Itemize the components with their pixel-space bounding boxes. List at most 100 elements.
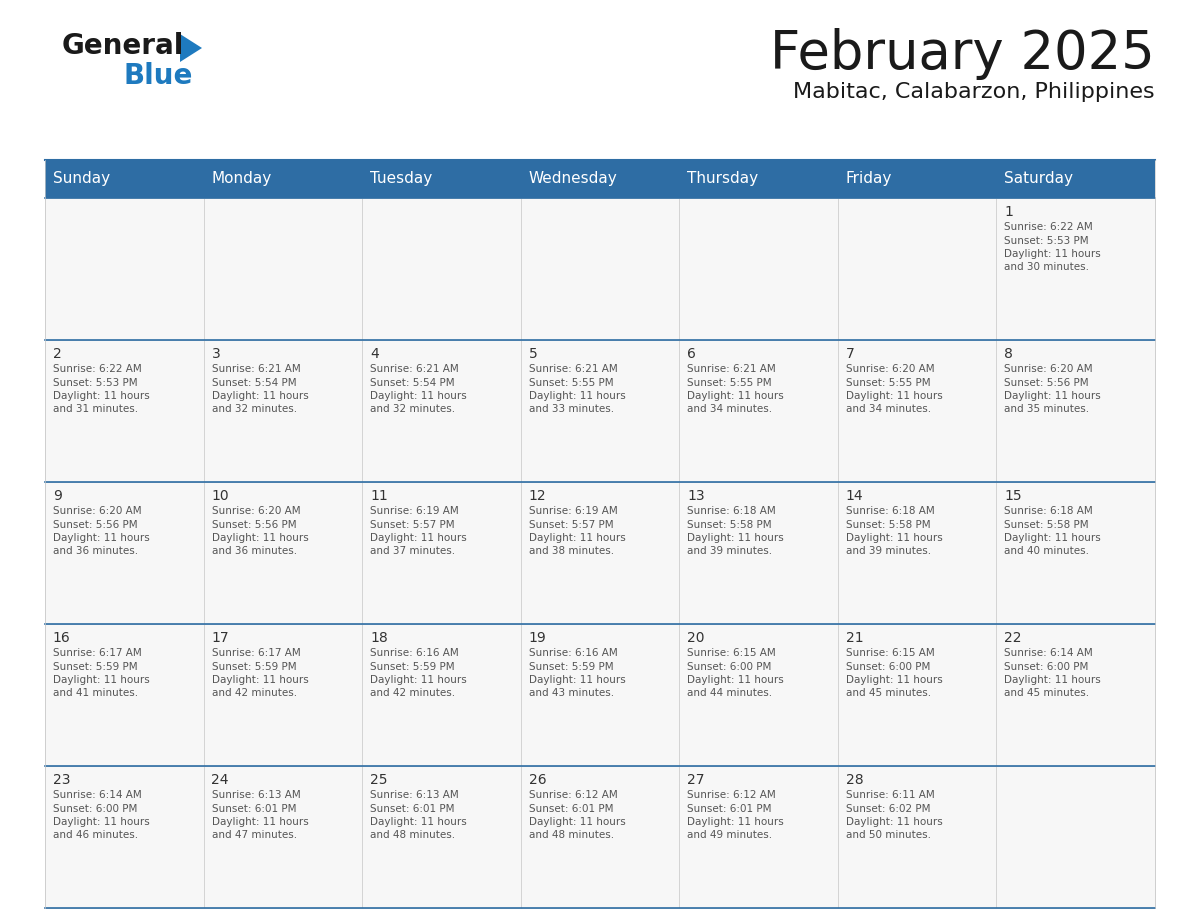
Bar — [997, 766, 1155, 908]
Text: Daylight: 11 hours: Daylight: 11 hours — [687, 675, 784, 685]
Text: and 46 minutes.: and 46 minutes. — [53, 831, 138, 841]
Text: 26: 26 — [529, 773, 546, 787]
Text: Sunrise: 6:14 AM: Sunrise: 6:14 AM — [1004, 648, 1093, 658]
Text: Daylight: 11 hours: Daylight: 11 hours — [53, 817, 150, 827]
Text: Sunrise: 6:12 AM: Sunrise: 6:12 AM — [687, 790, 776, 800]
Text: and 39 minutes.: and 39 minutes. — [687, 546, 772, 556]
Text: Sunset: 5:59 PM: Sunset: 5:59 PM — [211, 662, 296, 671]
Text: Sunrise: 6:20 AM: Sunrise: 6:20 AM — [53, 506, 141, 516]
Text: Sunday: Sunday — [53, 172, 110, 186]
Bar — [997, 160, 1155, 198]
Text: Daylight: 11 hours: Daylight: 11 hours — [371, 391, 467, 401]
Bar — [680, 766, 838, 908]
Text: Sunrise: 6:20 AM: Sunrise: 6:20 AM — [1004, 364, 1093, 374]
Text: Sunrise: 6:20 AM: Sunrise: 6:20 AM — [211, 506, 301, 516]
Bar — [362, 340, 520, 482]
Text: 15: 15 — [1004, 489, 1022, 503]
Bar — [520, 624, 680, 766]
Text: Sunrise: 6:21 AM: Sunrise: 6:21 AM — [687, 364, 776, 374]
Text: 6: 6 — [687, 347, 696, 361]
Bar — [362, 766, 520, 908]
Text: Daylight: 11 hours: Daylight: 11 hours — [371, 817, 467, 827]
Text: Sunrise: 6:15 AM: Sunrise: 6:15 AM — [687, 648, 776, 658]
Bar — [45, 482, 203, 624]
Text: Daylight: 11 hours: Daylight: 11 hours — [53, 533, 150, 543]
Text: Sunset: 5:59 PM: Sunset: 5:59 PM — [53, 662, 138, 671]
Bar — [45, 340, 203, 482]
Text: and 34 minutes.: and 34 minutes. — [846, 405, 931, 415]
Text: Sunset: 5:55 PM: Sunset: 5:55 PM — [687, 377, 772, 387]
Bar — [203, 160, 362, 198]
Text: Sunset: 5:59 PM: Sunset: 5:59 PM — [371, 662, 455, 671]
Bar — [680, 340, 838, 482]
Text: 2: 2 — [53, 347, 62, 361]
Text: and 38 minutes.: and 38 minutes. — [529, 546, 614, 556]
Text: Daylight: 11 hours: Daylight: 11 hours — [846, 675, 942, 685]
Text: Sunrise: 6:11 AM: Sunrise: 6:11 AM — [846, 790, 935, 800]
Text: and 48 minutes.: and 48 minutes. — [371, 831, 455, 841]
Bar — [997, 198, 1155, 340]
Bar — [680, 160, 838, 198]
Text: Sunrise: 6:22 AM: Sunrise: 6:22 AM — [53, 364, 141, 374]
Text: Sunset: 6:00 PM: Sunset: 6:00 PM — [846, 662, 930, 671]
Text: and 40 minutes.: and 40 minutes. — [1004, 546, 1089, 556]
Text: Daylight: 11 hours: Daylight: 11 hours — [211, 391, 308, 401]
Text: Sunrise: 6:21 AM: Sunrise: 6:21 AM — [371, 364, 459, 374]
Bar — [203, 340, 362, 482]
Text: and 39 minutes.: and 39 minutes. — [846, 546, 931, 556]
Text: Wednesday: Wednesday — [529, 172, 618, 186]
Text: Blue: Blue — [124, 62, 194, 90]
Text: Daylight: 11 hours: Daylight: 11 hours — [846, 817, 942, 827]
Text: 13: 13 — [687, 489, 704, 503]
Text: Sunset: 5:56 PM: Sunset: 5:56 PM — [211, 520, 296, 530]
Text: Sunrise: 6:21 AM: Sunrise: 6:21 AM — [211, 364, 301, 374]
Text: and 42 minutes.: and 42 minutes. — [371, 688, 455, 699]
Text: Sunrise: 6:19 AM: Sunrise: 6:19 AM — [371, 506, 459, 516]
Text: Sunrise: 6:16 AM: Sunrise: 6:16 AM — [371, 648, 459, 658]
Polygon shape — [181, 34, 202, 62]
Text: and 44 minutes.: and 44 minutes. — [687, 688, 772, 699]
Text: 5: 5 — [529, 347, 537, 361]
Text: 1: 1 — [1004, 205, 1013, 219]
Text: and 35 minutes.: and 35 minutes. — [1004, 405, 1089, 415]
Bar — [520, 160, 680, 198]
Text: and 47 minutes.: and 47 minutes. — [211, 831, 297, 841]
Text: Sunrise: 6:12 AM: Sunrise: 6:12 AM — [529, 790, 618, 800]
Text: Sunrise: 6:20 AM: Sunrise: 6:20 AM — [846, 364, 935, 374]
Bar — [838, 160, 997, 198]
Text: Sunset: 6:00 PM: Sunset: 6:00 PM — [1004, 662, 1088, 671]
Bar — [362, 198, 520, 340]
Text: Sunset: 6:02 PM: Sunset: 6:02 PM — [846, 803, 930, 813]
Text: and 32 minutes.: and 32 minutes. — [211, 405, 297, 415]
Text: and 31 minutes.: and 31 minutes. — [53, 405, 138, 415]
Text: Sunrise: 6:17 AM: Sunrise: 6:17 AM — [211, 648, 301, 658]
Text: 22: 22 — [1004, 631, 1022, 645]
Text: Daylight: 11 hours: Daylight: 11 hours — [529, 675, 625, 685]
Text: Sunrise: 6:15 AM: Sunrise: 6:15 AM — [846, 648, 935, 658]
Text: Sunrise: 6:19 AM: Sunrise: 6:19 AM — [529, 506, 618, 516]
Text: 27: 27 — [687, 773, 704, 787]
Text: and 34 minutes.: and 34 minutes. — [687, 405, 772, 415]
Bar — [520, 340, 680, 482]
Text: Sunset: 5:59 PM: Sunset: 5:59 PM — [529, 662, 613, 671]
Text: Daylight: 11 hours: Daylight: 11 hours — [846, 533, 942, 543]
Text: 21: 21 — [846, 631, 864, 645]
Text: Daylight: 11 hours: Daylight: 11 hours — [846, 391, 942, 401]
Text: 10: 10 — [211, 489, 229, 503]
Text: Sunset: 5:55 PM: Sunset: 5:55 PM — [846, 377, 930, 387]
Text: and 49 minutes.: and 49 minutes. — [687, 831, 772, 841]
Text: Daylight: 11 hours: Daylight: 11 hours — [529, 817, 625, 827]
Text: and 41 minutes.: and 41 minutes. — [53, 688, 138, 699]
Bar — [203, 198, 362, 340]
Text: 9: 9 — [53, 489, 62, 503]
Text: 14: 14 — [846, 489, 864, 503]
Bar — [362, 160, 520, 198]
Text: Sunrise: 6:18 AM: Sunrise: 6:18 AM — [846, 506, 935, 516]
Text: Sunset: 6:01 PM: Sunset: 6:01 PM — [529, 803, 613, 813]
Text: Sunset: 5:53 PM: Sunset: 5:53 PM — [1004, 236, 1089, 245]
Text: Sunset: 5:54 PM: Sunset: 5:54 PM — [371, 377, 455, 387]
Bar — [838, 340, 997, 482]
Text: and 43 minutes.: and 43 minutes. — [529, 688, 614, 699]
Bar — [838, 624, 997, 766]
Text: Mabitac, Calabarzon, Philippines: Mabitac, Calabarzon, Philippines — [794, 82, 1155, 102]
